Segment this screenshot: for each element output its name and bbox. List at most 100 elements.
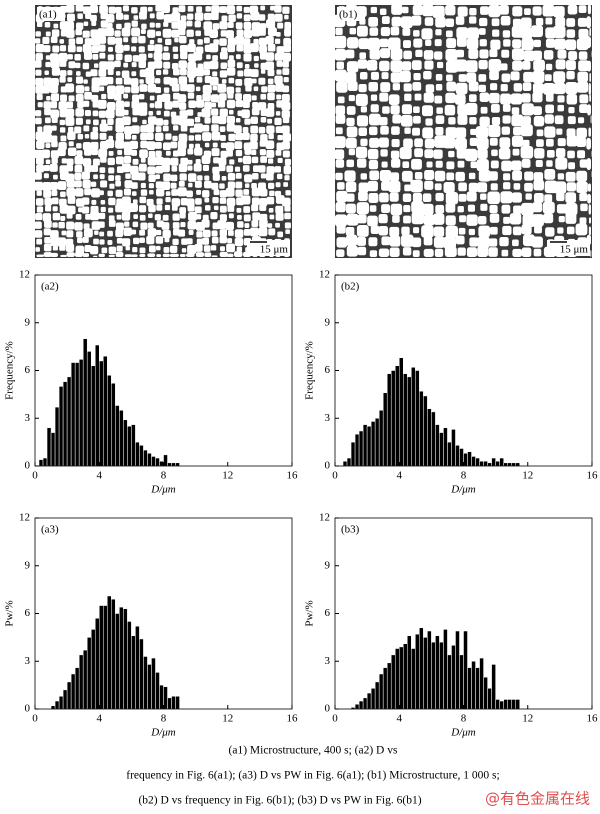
grain [477,216,487,225]
grain [228,230,234,236]
grain [236,62,243,69]
grain [204,101,212,110]
bar [419,627,424,710]
grain [260,156,268,163]
grain [251,187,261,197]
grain [413,72,421,81]
grain [378,214,388,224]
grain [369,49,381,60]
grain [513,205,522,214]
grain [432,5,445,19]
grain [444,246,457,257]
x-tick-label: 0 [332,713,338,725]
grain [187,173,197,182]
grain [140,140,148,149]
grain [115,139,125,149]
grain [108,246,117,255]
grain [588,217,591,224]
grain [82,30,90,38]
grain [99,76,109,86]
grain [468,48,479,59]
bar [167,462,172,467]
grain [74,164,83,173]
grain [66,221,75,230]
grain [85,12,92,19]
grain [43,243,52,252]
x-tick-label: 8 [461,713,467,725]
y-tick-label: 6 [25,607,31,619]
grain [51,157,58,164]
grain [491,116,501,126]
grain [553,82,566,95]
grain [226,165,234,173]
bar [103,355,108,467]
grain [225,221,234,231]
grain [403,83,412,92]
grain [35,117,42,125]
grain [401,226,410,236]
bar [66,376,72,467]
grain [251,220,259,228]
grain [228,77,235,84]
grain [235,22,243,30]
grain [147,156,157,166]
grain [251,78,257,84]
bar [435,424,440,467]
grain [59,60,67,67]
grain [589,94,591,102]
grain [333,35,347,49]
grain [172,238,179,245]
bar [415,370,420,467]
grain [180,222,186,228]
grain [532,82,544,94]
grain [124,86,131,93]
grain [533,172,544,182]
grain [423,70,432,80]
grain [212,173,220,181]
grain [68,141,74,147]
grain [281,125,290,134]
bar [479,657,484,710]
grain [242,155,252,165]
grain [132,107,141,116]
grain [489,213,500,223]
grain [443,236,457,249]
grain [157,38,163,43]
grain [591,50,593,58]
grain [140,222,148,230]
grain [243,29,253,38]
grain [400,115,413,127]
grain [260,69,266,74]
y-tick-label: 9 [325,559,331,571]
grain [171,189,179,196]
grain [260,116,267,123]
grain [84,188,92,196]
grain [578,28,589,39]
grain [81,171,90,180]
grain [188,135,195,141]
grain [282,85,290,93]
grain [65,116,75,126]
grain [242,94,252,103]
grain [180,124,188,132]
grain [379,38,389,48]
grain [162,28,172,38]
grain [91,45,99,54]
grain [276,69,282,75]
grain [546,138,554,147]
grain [59,244,66,251]
grain [131,62,137,68]
grain [75,28,82,36]
grain [488,124,501,138]
grain [553,6,565,18]
grain [93,238,99,245]
grain [422,193,432,202]
grain [50,150,59,159]
grain [59,39,65,44]
grain [219,183,225,189]
grain [74,126,82,134]
label-box [337,7,365,21]
grain [211,102,217,108]
x-tick-label: 16 [287,470,299,482]
grain [138,93,145,100]
